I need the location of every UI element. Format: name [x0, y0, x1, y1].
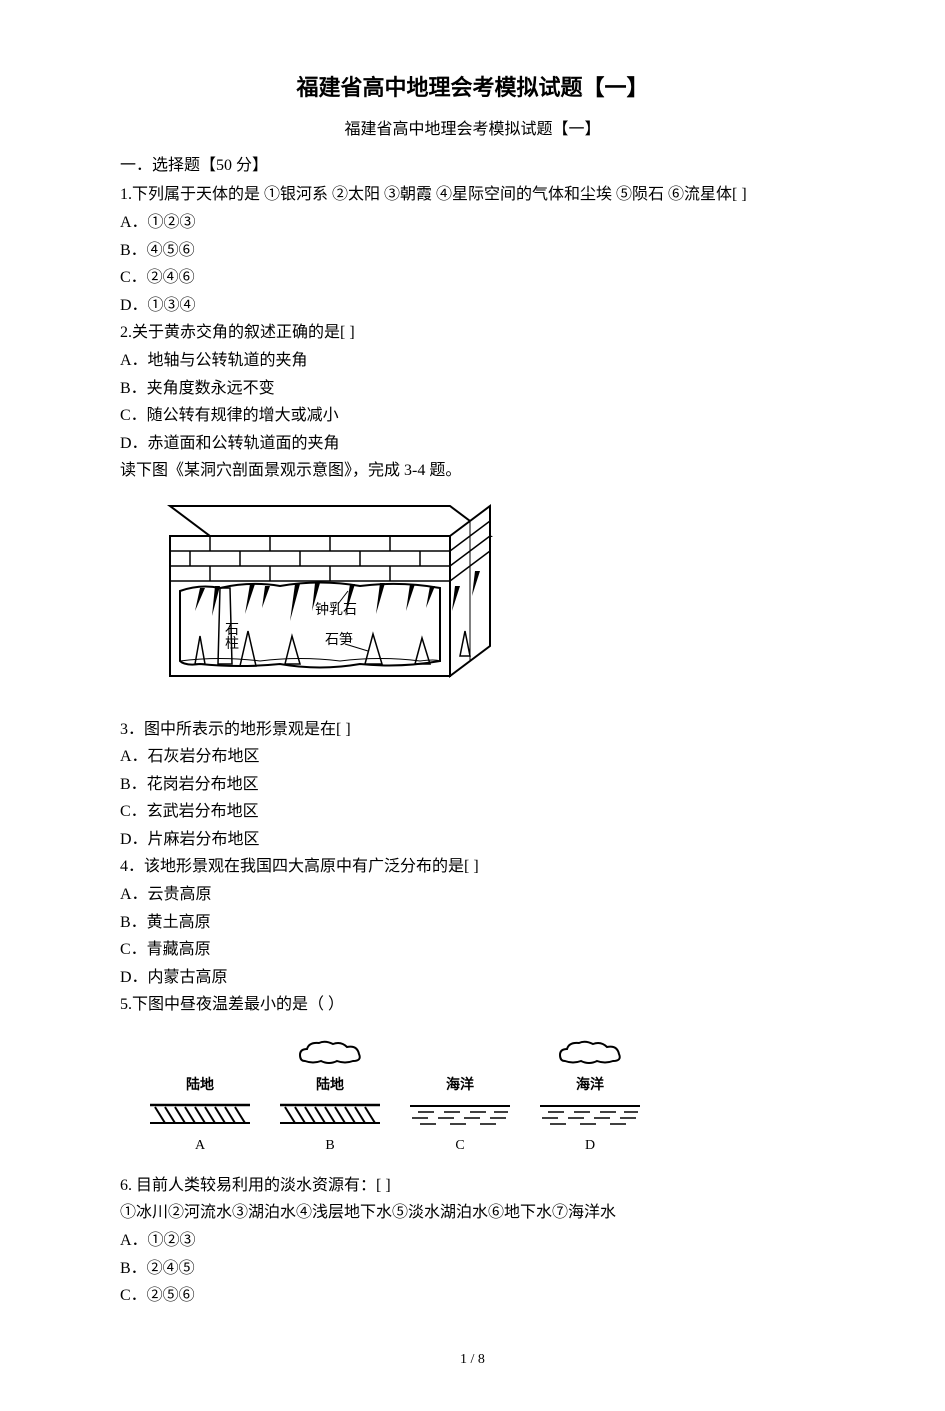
svg-text:柱: 柱	[225, 636, 239, 652]
question-3-option-b: B．花岗岩分布地区	[120, 772, 825, 798]
weather-label-d: 海洋	[576, 1075, 604, 1097]
question-4-option-c: C．青藏高原	[120, 937, 825, 963]
page-number: 1 / 8	[120, 1349, 825, 1371]
question-4-option-a: A．云贵高原	[120, 882, 825, 908]
cave-diagram: 石 柱 钟乳石 石笋	[120, 496, 500, 696]
cloud-icon	[295, 1039, 365, 1069]
weather-label-c: 海洋	[446, 1075, 474, 1097]
ocean-surface-icon	[410, 1103, 510, 1125]
question-6-option-a: A．①②③	[120, 1228, 825, 1254]
page-title: 福建省高中地理会考模拟试题【一】	[120, 70, 825, 105]
question-2-option-d: D．赤道面和公转轨道面的夹角	[120, 431, 825, 457]
question-2-option-c: C．随公转有规律的增大或减小	[120, 403, 825, 429]
question-3-text: 3．图中所表示的地形景观是在[ ]	[120, 717, 825, 743]
question-2-option-b: B．夹角度数永远不变	[120, 376, 825, 402]
weather-item-b: 陆地 B	[280, 1039, 380, 1158]
section-header: 一．选择题【50 分】	[120, 153, 825, 179]
weather-diagrams: 陆地 A 陆地	[150, 1033, 825, 1158]
weather-letter-d: D	[585, 1135, 595, 1157]
question-3-option-a: A．石灰岩分布地区	[120, 744, 825, 770]
question-6-option-b: B．②④⑤	[120, 1256, 825, 1282]
question-1-option-a: A．①②③	[120, 210, 825, 236]
ocean-surface-icon	[540, 1103, 640, 1125]
question-1-option-c: C．②④⑥	[120, 265, 825, 291]
land-surface-icon	[150, 1103, 250, 1125]
question-1-text: 1.下列属于天体的是 ①银河系 ②太阳 ③朝霞 ④星际空间的气体和尘埃 ⑤陨石 …	[120, 182, 825, 208]
weather-label-a: 陆地	[186, 1075, 214, 1097]
weather-item-a: 陆地 A	[150, 1033, 250, 1158]
cloud-icon	[555, 1039, 625, 1069]
question-6-text: 6. 目前人类较易利用的淡水资源有：[ ]	[120, 1173, 825, 1199]
question-4-option-d: D．内蒙古高原	[120, 965, 825, 991]
question-1-option-d: D．①③④	[120, 293, 825, 319]
cave-label-column: 石	[225, 623, 239, 638]
question-6-option-c: C．②⑤⑥	[120, 1283, 825, 1309]
instruction-3-4: 读下图《某洞穴剖面景观示意图》，完成 3-4 题。	[120, 458, 825, 484]
question-2-text: 2.关于黄赤交角的叙述正确的是[ ]	[120, 320, 825, 346]
question-1-option-b: B．④⑤⑥	[120, 238, 825, 264]
weather-letter-c: C	[455, 1135, 464, 1157]
cave-diagram-container: 石 柱 钟乳石 石笋	[120, 496, 825, 705]
cave-label-stalactite: 钟乳石	[315, 601, 357, 618]
question-4-text: 4．该地形景观在我国四大高原中有广泛分布的是[ ]	[120, 854, 825, 880]
question-5-text: 5.下图中昼夜温差最小的是（ ）	[120, 992, 825, 1018]
weather-item-c: 海洋 C	[410, 1033, 510, 1158]
weather-item-d: 海洋 D	[540, 1039, 640, 1158]
question-3-option-d: D．片麻岩分布地区	[120, 827, 825, 853]
weather-letter-b: B	[325, 1135, 334, 1157]
question-4-option-b: B．黄土高原	[120, 910, 825, 936]
page-subtitle: 福建省高中地理会考模拟试题【一】	[120, 117, 825, 143]
weather-label-b: 陆地	[316, 1075, 344, 1097]
question-3-option-c: C．玄武岩分布地区	[120, 799, 825, 825]
land-surface-icon	[280, 1103, 380, 1125]
question-6-items: ①冰川②河流水③湖泊水④浅层地下水⑤淡水湖泊水⑥地下水⑦海洋水	[120, 1200, 825, 1226]
question-2-option-a: A．地轴与公转轨道的夹角	[120, 348, 825, 374]
weather-letter-a: A	[195, 1135, 205, 1157]
